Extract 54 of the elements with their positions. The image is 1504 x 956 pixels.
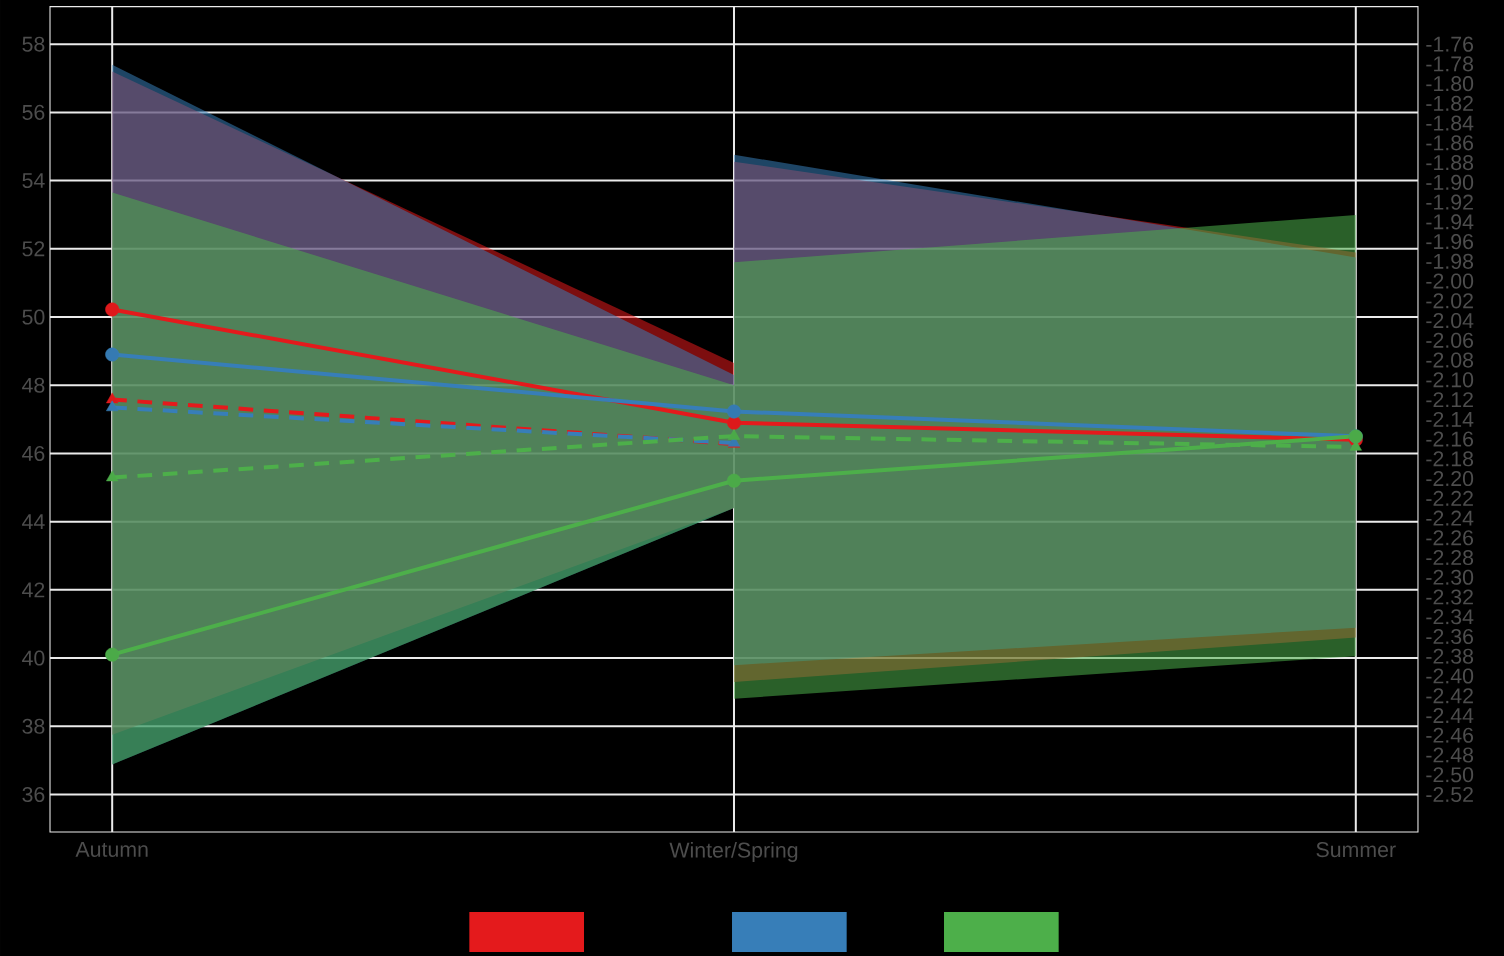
y2-tick-label: -1.96 [1426, 234, 1474, 250]
y2-tick-label: -1.88 [1426, 155, 1474, 171]
y2-tick-label: -2.22 [1426, 490, 1473, 506]
y2-tick-label: -2.00 [1426, 273, 1474, 289]
y2-tick-label: -2.40 [1426, 668, 1474, 684]
y2-tick-label: -1.78 [1426, 56, 1474, 72]
y-tick-label: 48 [22, 377, 45, 393]
x-tick-label: Autumn [75, 842, 148, 857]
y-tick-label: 56 [22, 104, 45, 120]
y2-tick-label: -2.34 [1426, 609, 1474, 625]
y2-tick-label: -2.28 [1426, 549, 1474, 566]
y2-tick-label: -2.48 [1426, 747, 1474, 763]
y2-tick-label: -2.52 [1426, 786, 1473, 803]
y2-tick-label: -2.26 [1426, 530, 1474, 546]
y2-tick-label: -2.50 [1426, 767, 1474, 783]
y-tick-label: 54 [22, 173, 45, 189]
y2-tick-label: -2.44 [1426, 708, 1474, 723]
y2-tick-label: -2.10 [1426, 372, 1474, 388]
y2-tick-label: -2.20 [1426, 471, 1474, 487]
y-tick-label: 44 [22, 514, 45, 529]
y2-tick-label: -2.36 [1426, 628, 1474, 645]
y2-tick-label: -2.18 [1426, 451, 1474, 467]
y2-tick-label: -2.14 [1426, 411, 1474, 427]
y2-tick-label: -1.86 [1426, 135, 1474, 151]
y-tick-label: 38 [22, 718, 45, 734]
y2-tick-label: -2.02 [1426, 293, 1473, 309]
y-tick-label: 40 [22, 650, 45, 666]
y2-tick-label: -1.98 [1426, 253, 1474, 269]
y-tick-label: 50 [22, 309, 45, 325]
x-tick-label: Winter/Spring [669, 842, 798, 862]
y2-tick-label: -1.92 [1426, 194, 1473, 210]
y-tick-label: 36 [22, 786, 45, 803]
y2-tick-label: -2.16 [1426, 431, 1474, 447]
y2-tick-label: -2.04 [1426, 313, 1474, 329]
y-tick-label: 46 [22, 445, 45, 461]
y2-tick-label: -1.80 [1426, 76, 1474, 92]
y2-tick-label: -2.32 [1426, 589, 1473, 605]
y-tick-label: 58 [22, 36, 45, 52]
y2-tick-label: -1.94 [1426, 214, 1474, 230]
y2-tick-label: -2.06 [1426, 332, 1474, 348]
y-tick-label: 52 [22, 241, 45, 257]
y2-tick-label: -2.12 [1426, 392, 1473, 408]
y2-tick-label: -2.46 [1426, 727, 1474, 743]
y2-tick-label: -1.84 [1426, 115, 1474, 131]
y2-tick-label: -2.38 [1426, 648, 1474, 664]
y2-tick-label: -2.08 [1426, 352, 1474, 368]
y2-tick-label: -1.76 [1426, 36, 1474, 52]
y2-tick-label: -1.90 [1426, 174, 1474, 190]
y2-tick-label: -2.30 [1426, 569, 1474, 585]
y2-tick-label: -1.82 [1426, 95, 1473, 111]
y-tick-label: 42 [22, 582, 45, 598]
y2-tick-label: -2.42 [1426, 688, 1473, 704]
y2-tick-label: -2.24 [1426, 510, 1474, 526]
x-tick-label: Summer [1316, 842, 1396, 858]
